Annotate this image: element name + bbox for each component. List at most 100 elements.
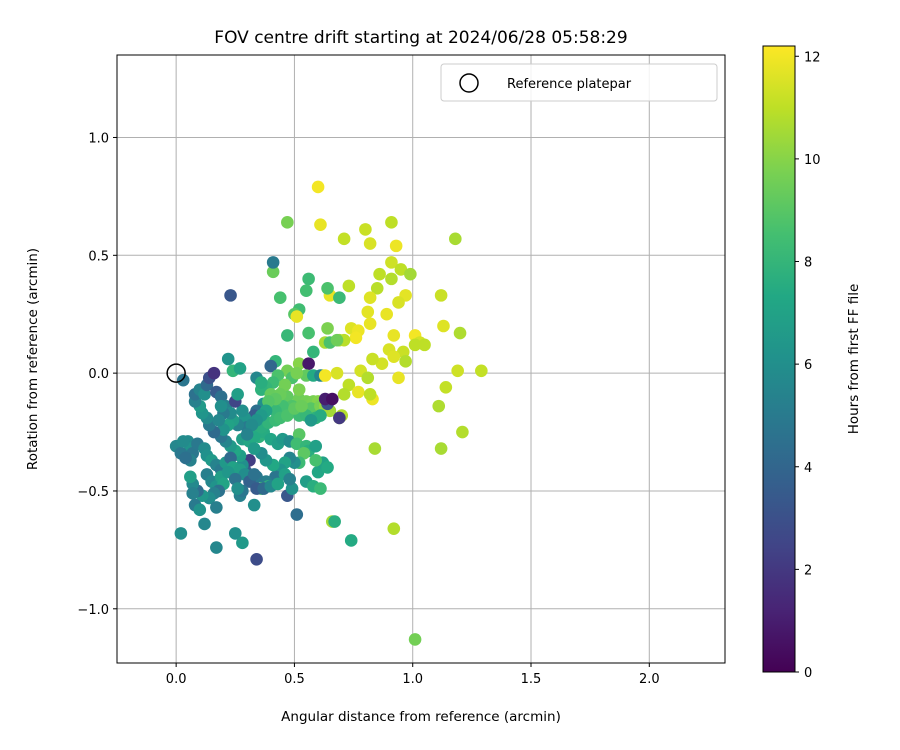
- data-point: [184, 470, 197, 484]
- data-point: [418, 338, 431, 352]
- data-point: [392, 296, 405, 309]
- data-point: [439, 380, 453, 394]
- data-point: [179, 451, 192, 465]
- y-tick-label: 0.0: [88, 367, 109, 382]
- data-point: [285, 482, 299, 495]
- data-point: [385, 272, 398, 286]
- colorbar-tick-label: 2: [804, 563, 812, 578]
- data-point: [475, 364, 488, 378]
- data-point: [349, 331, 363, 345]
- data-point: [290, 310, 304, 323]
- data-point: [434, 289, 448, 302]
- data-point: [236, 404, 249, 418]
- y-tick-label: 0.5: [88, 249, 109, 264]
- data-point: [309, 439, 323, 453]
- data-point: [247, 498, 261, 512]
- data-point: [385, 256, 398, 269]
- data-point: [207, 366, 221, 380]
- data-point: [302, 272, 315, 286]
- data-point: [307, 345, 320, 359]
- data-point: [250, 553, 263, 566]
- data-point: [231, 388, 244, 401]
- data-point: [217, 423, 230, 436]
- data-point: [297, 446, 311, 460]
- data-point: [314, 482, 327, 495]
- data-point: [292, 428, 306, 441]
- data-point: [337, 232, 351, 246]
- data-point: [437, 319, 450, 333]
- data-point: [342, 378, 356, 392]
- data-point: [290, 508, 304, 521]
- data-point: [281, 329, 294, 342]
- data-point: [432, 399, 446, 413]
- data-point: [392, 371, 405, 385]
- data-point: [186, 487, 200, 500]
- data-point: [224, 451, 237, 465]
- data-point: [299, 284, 313, 297]
- legend: Reference platepar: [440, 63, 718, 102]
- data-point: [373, 267, 386, 281]
- data-point: [325, 392, 339, 406]
- x-tick-label: 0.0: [166, 672, 187, 687]
- data-point: [321, 461, 334, 474]
- data-point: [210, 541, 223, 554]
- data-point: [290, 437, 304, 451]
- x-axis-ticks: 0.0 0.5 1.0 1.5 2.0: [166, 663, 660, 687]
- data-point: [228, 527, 242, 540]
- data-point: [304, 413, 318, 427]
- data-point: [212, 413, 226, 427]
- data-point: [321, 282, 334, 295]
- data-point: [394, 263, 408, 276]
- data-point: [453, 326, 467, 340]
- reference-point-marker: [166, 363, 186, 383]
- x-tick-label: 2.0: [639, 672, 660, 687]
- data-point: [228, 472, 242, 486]
- data-point: [363, 317, 377, 330]
- data-point: [342, 279, 356, 293]
- data-point: [361, 371, 375, 385]
- data-point: [302, 357, 315, 371]
- data-point: [255, 376, 268, 389]
- data-point: [387, 329, 401, 342]
- x-axis-label: Angular distance from reference (arcmin): [281, 709, 561, 725]
- data-point: [193, 503, 207, 517]
- colorbar-tick-label: 6: [804, 358, 812, 373]
- colorbar-tick-label: 8: [804, 256, 812, 271]
- legend-marker-icon: [459, 73, 479, 93]
- data-point: [264, 359, 278, 373]
- data-point: [359, 223, 372, 236]
- data-point: [292, 357, 306, 371]
- data-point: [404, 267, 417, 281]
- data-point: [385, 216, 398, 229]
- data-point: [380, 307, 393, 321]
- data-point: [176, 373, 190, 387]
- data-point: [330, 366, 344, 380]
- data-point: [434, 442, 448, 455]
- data-points: [169, 180, 488, 646]
- x-tick-label: 1.5: [521, 672, 542, 687]
- data-point: [363, 237, 377, 250]
- colorbar-tick-label: 12: [804, 50, 821, 65]
- y-axis-label: Rotation from reference (arcmin): [25, 248, 41, 470]
- grid-lines: [117, 55, 725, 663]
- data-point: [273, 291, 287, 305]
- colorbar-gradient: [762, 45, 796, 673]
- data-point: [337, 388, 351, 401]
- data-point: [449, 232, 462, 246]
- data-point: [309, 454, 323, 467]
- data-point: [330, 333, 344, 347]
- data-point: [198, 388, 211, 401]
- data-point: [451, 364, 464, 378]
- data-point: [311, 465, 325, 479]
- legend-entry-reference-platepar: Reference platepar: [507, 77, 632, 92]
- chart-title: FOV centre drift starting at 2024/06/28 …: [214, 28, 627, 48]
- data-point: [344, 534, 358, 547]
- data-point: [283, 472, 297, 486]
- data-point: [375, 357, 389, 371]
- data-point: [366, 352, 379, 366]
- data-point: [321, 322, 334, 335]
- plot-frame: [116, 54, 726, 664]
- colorbar-ticks: 0 2 4 6 8 10 12: [795, 50, 821, 681]
- data-point: [333, 291, 346, 305]
